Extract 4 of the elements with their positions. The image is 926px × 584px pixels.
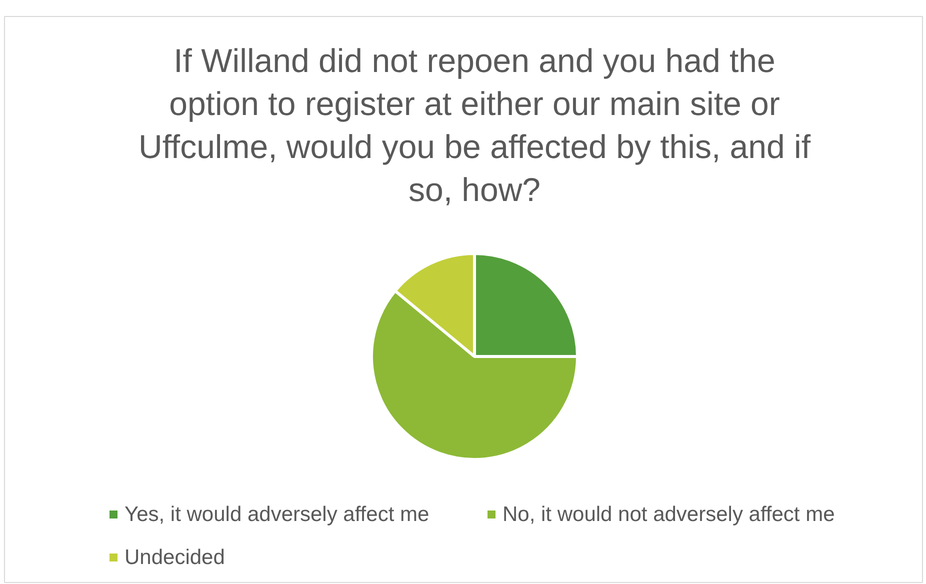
legend-label: Undecided xyxy=(124,546,225,569)
legend-label: Yes, it would adversely affect me xyxy=(124,503,430,526)
chart-title: If Willand did not repoen and you had the option to register at either our main site or Uffculme, would you be affected by this, and if so, how? xyxy=(138,42,812,208)
legend-label: No, it would not adversely affect me xyxy=(502,503,835,526)
